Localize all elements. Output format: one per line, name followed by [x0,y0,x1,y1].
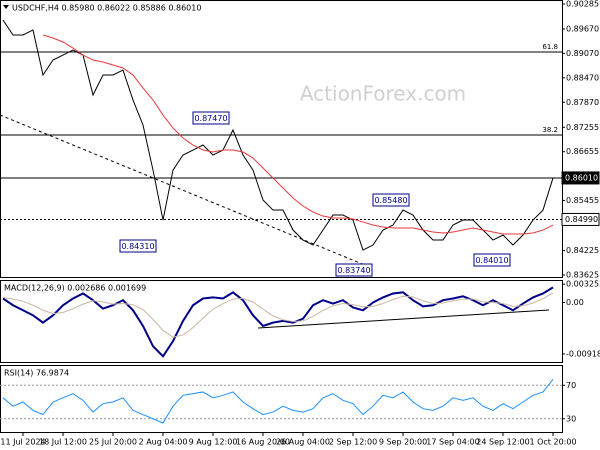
y-tick-label: 0.85455 [566,196,599,205]
annotation-box [192,111,230,125]
macd-trendline [257,309,550,329]
x-tick-label: 17 Sep 04:00 [426,438,479,447]
series-line [2,19,554,251]
y-tick-label: 0.88470 [566,73,599,82]
y-tick-label: 0.84225 [566,246,599,255]
fib-label: 38.2 [542,126,558,134]
annotation: 0.87470 [194,114,227,123]
watermark: ActionForex.com [300,82,466,106]
price-tag-label: 0.84990 [565,215,598,224]
x-tick-label: 2 Aug 04:00 [139,438,188,447]
fib-label: 61.8 [542,43,558,51]
y-tick-label: 0.83625 [566,270,599,279]
y-tick-label: 0.87870 [566,98,599,107]
price-tag [561,212,600,226]
annotation: 0.84010 [475,256,508,265]
annotation-box [473,253,511,267]
y-tick-label: 0.003252 [566,280,600,289]
price-tag [561,171,600,185]
price-panel [0,0,563,278]
y-tick-label: 0.86655 [566,147,599,156]
annotation: 0.85480 [374,196,407,205]
macd-title: MACD(12,26,9) 0.002686 0.001699 [4,284,146,293]
y-tick-label: 0.89670 [566,25,599,34]
x-tick-label: 9 Sep 20:00 [379,438,427,447]
price-tag-label: 0.86010 [565,173,598,182]
x-tick-label: 25 Jul 20:00 [89,438,137,447]
macd-panel [0,280,563,363]
x-tick-label: 2 Sep 12:00 [329,438,377,447]
annotation-box [335,263,373,277]
x-tick-label: 16 Aug 20:00 [236,438,290,447]
y-tick-label: 30 [566,414,576,423]
x-tick-label: 11 Jul 2024 [0,438,45,447]
annotation-box [372,193,410,207]
x-tick-label: 1 Oct 20:00 [529,438,576,447]
y-tick-label: 0.90285 [566,0,599,8]
annotation: 0.83740 [337,266,370,275]
chart-title: USDCHF,H4 0.85980 0.86022 0.85886 0.8601… [12,4,201,13]
annotation-box [119,239,157,253]
rsi-panel [0,365,563,433]
x-tick-label: 18 Jul 12:00 [39,438,87,447]
series-line [2,292,554,338]
series-line [2,379,554,424]
y-tick-label: 0.00 [566,298,584,307]
x-tick-label: 26 Aug 04:00 [276,438,330,447]
annotation: 0.84310 [121,242,154,251]
series-line [2,286,554,358]
trendline [0,114,373,269]
x-tick-label: 24 Sep 12:00 [476,438,529,447]
title-arrow [3,5,9,9]
series-line [42,34,554,235]
rsi-title: RSI(14) 76.9874 [4,369,69,378]
y-tick-label: 70 [566,381,576,390]
y-tick-label: -0.009181 [566,349,600,358]
x-tick-label: 9 Aug 12:00 [189,438,238,447]
y-tick-label: 0.87255 [566,123,599,132]
y-tick-label: 0.89070 [566,49,599,58]
